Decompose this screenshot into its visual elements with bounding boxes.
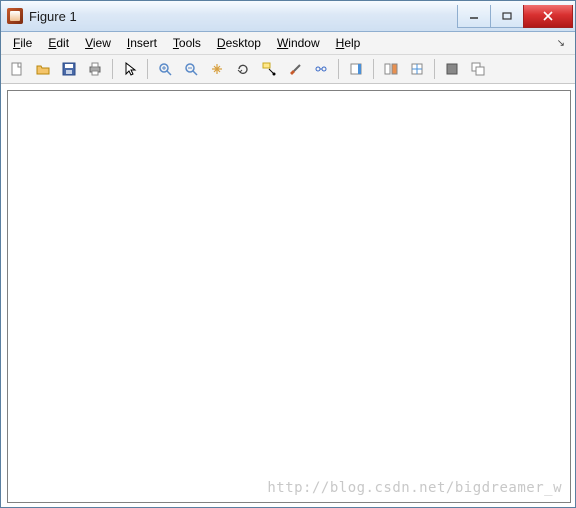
window-title: Figure 1 [29,9,458,24]
menu-insert[interactable]: Insert [119,34,165,52]
rotate-icon[interactable] [231,57,255,81]
brush-icon[interactable] [283,57,307,81]
titlebar: Figure 1 [1,1,575,32]
data-cursor-icon[interactable] [257,57,281,81]
link-icon[interactable] [309,57,333,81]
menu-window[interactable]: Window [269,34,328,52]
axes: -1.5-1-0.5000.10.20.30.4y(m)x(m) [8,91,308,241]
show-icon[interactable] [466,57,490,81]
close-button[interactable] [523,5,573,28]
window-controls [458,5,573,27]
canvas-area: -1.5-1-0.5000.10.20.30.4y(m)x(m) http://… [1,84,575,507]
pan-icon[interactable] [205,57,229,81]
canvas: -1.5-1-0.5000.10.20.30.4y(m)x(m) http://… [7,90,571,503]
dock-chevron-icon[interactable]: ↘ [551,36,571,51]
print-icon[interactable] [83,57,107,81]
zoom-in-icon[interactable] [153,57,177,81]
open-icon[interactable] [31,57,55,81]
menu-help[interactable]: Help [328,34,369,52]
watermark: http://blog.csdn.net/bigdreamer_w [267,480,562,496]
legend-icon[interactable] [379,57,403,81]
menubar: File Edit View Insert Tools Desktop Wind… [1,32,575,55]
colorbar-icon[interactable] [344,57,368,81]
figure-window: Figure 1 File Edit View Insert Tools Des… [0,0,576,508]
save-icon[interactable] [57,57,81,81]
menu-tools[interactable]: Tools [165,34,209,52]
menu-desktop[interactable]: Desktop [209,34,269,52]
insert-icon[interactable] [405,57,429,81]
matlab-icon [7,8,23,24]
pointer-icon[interactable] [118,57,142,81]
toolbar [1,55,575,84]
menu-file[interactable]: File [5,34,40,52]
menu-view[interactable]: View [77,34,119,52]
zoom-out-icon[interactable] [179,57,203,81]
new-file-icon[interactable] [5,57,29,81]
hide-icon[interactable] [440,57,464,81]
menu-edit[interactable]: Edit [40,34,77,52]
minimize-button[interactable] [457,5,491,28]
maximize-button[interactable] [490,5,524,28]
